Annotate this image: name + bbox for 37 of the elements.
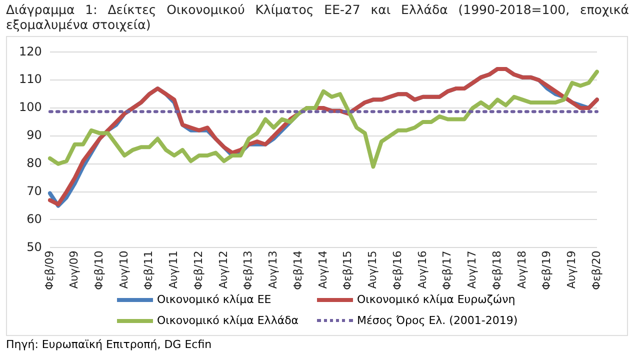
- legend-label: Οικονομικό κλίμα ΕΕ: [157, 293, 272, 306]
- x-tick-label: Αυγ/12: [216, 250, 230, 289]
- x-tick-label: Φεβ/10: [92, 250, 106, 290]
- x-tick-label: Αυγ/14: [316, 250, 330, 289]
- x-tick-label: Φεβ/09: [42, 250, 56, 290]
- text: Πηγή: Ευρωπαϊκή Επιτροπή, DG Ecfin: [6, 338, 212, 351]
- y-tick-label: 120: [19, 44, 42, 58]
- x-tick-label: Φεβ/14: [291, 250, 304, 290]
- legend-label: Οικονομικό κλίμα Ελλάδα: [157, 314, 299, 327]
- x-tick-label: Φεβ/20: [590, 250, 603, 290]
- x-tick-label: Φεβ/13: [242, 250, 255, 290]
- x-tick-label: Αυγ/16: [416, 250, 429, 289]
- x-tick-label: Φεβ/15: [341, 250, 354, 290]
- x-tick-label: Φεβ/18: [490, 250, 504, 290]
- y-tick-label: 80: [26, 156, 42, 170]
- y-tick-label: 60: [26, 212, 42, 226]
- x-tick-label: Αυγ/09: [68, 250, 81, 289]
- y-tick-label: 70: [26, 184, 42, 198]
- x-tick-label: Αυγ/19: [564, 250, 578, 289]
- x-tick-label: Αυγ/11: [167, 250, 180, 289]
- x-tick-label: Αυγ/17: [466, 250, 479, 289]
- x-tick-label: Αυγ/15: [366, 250, 380, 289]
- y-tick-label: 110: [19, 72, 42, 86]
- legend-label: Μέσος Όρος Ελ. (2001-2019): [357, 314, 518, 327]
- x-tick-label: Αυγ/13: [266, 250, 280, 289]
- y-tick-label: 90: [26, 128, 42, 142]
- x-tick-label: Φεβ/19: [540, 250, 554, 290]
- x-tick-label: Φεβ/16: [390, 250, 404, 290]
- x-tick-label: Αυγ/10: [117, 250, 130, 289]
- y-tick-label: 50: [26, 240, 42, 254]
- x-tick-label: Αυγ/18: [515, 250, 528, 289]
- y-tick-label: 100: [19, 100, 42, 114]
- x-tick-label: Φεβ/17: [440, 250, 454, 290]
- chart-title: Διάγραμμα 1: Δείκτες Οικονομικού Κλίματος ΕΕ-27 και Ελλάδα (1990-2018=100, εποχικά εξομαλυμένα στοιχεία): [5, 1, 630, 34]
- x-tick-label: Φεβ/12: [192, 250, 205, 290]
- legend-label: Οικονομικό κλίμα Ευρωζώνη: [357, 293, 516, 306]
- x-tick-label: Φεβ/11: [142, 250, 156, 290]
